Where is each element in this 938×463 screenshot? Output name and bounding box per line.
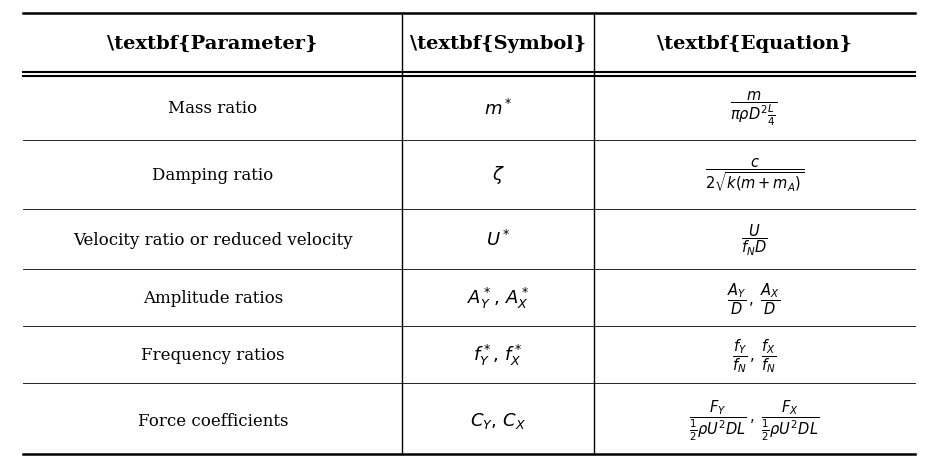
- Text: \textbf{Equation}: \textbf{Equation}: [657, 35, 852, 53]
- Text: Damping ratio: Damping ratio: [152, 166, 274, 183]
- Text: $\dfrac{F_Y}{\frac{1}{2}\rho U^2 DL}\,,\ \dfrac{F_X}{\frac{1}{2}\rho U^2 DL}$: $\dfrac{F_Y}{\frac{1}{2}\rho U^2 DL}\,,\…: [689, 398, 819, 443]
- Text: $C_Y,\, C_X$: $C_Y,\, C_X$: [470, 410, 526, 430]
- Text: $f_Y^*,\, f_X^*$: $f_Y^*,\, f_X^*$: [473, 343, 522, 368]
- Text: $\dfrac{f_Y}{f_N}\,,\ \dfrac{f_X}{f_N}$: $\dfrac{f_Y}{f_N}\,,\ \dfrac{f_X}{f_N}$: [732, 336, 777, 374]
- Text: $m^*$: $m^*$: [484, 99, 512, 119]
- Text: Frequency ratios: Frequency ratios: [141, 347, 284, 363]
- Text: $\dfrac{A_Y}{D}\,,\ \dfrac{A_X}{D}$: $\dfrac{A_Y}{D}\,,\ \dfrac{A_X}{D}$: [728, 281, 780, 316]
- Text: $A_Y^*,\, A_X^*$: $A_Y^*,\, A_X^*$: [467, 286, 529, 311]
- Text: $\zeta$: $\zeta$: [492, 164, 505, 186]
- Text: Velocity ratio or reduced velocity: Velocity ratio or reduced velocity: [73, 231, 353, 248]
- Text: $\dfrac{c}{2\sqrt{k(m+m_A)}}$: $\dfrac{c}{2\sqrt{k(m+m_A)}}$: [704, 156, 804, 194]
- Text: $U^*$: $U^*$: [486, 230, 510, 250]
- Text: Amplitude ratios: Amplitude ratios: [143, 290, 283, 307]
- Text: Force coefficients: Force coefficients: [138, 412, 288, 429]
- Text: \textbf{Symbol}: \textbf{Symbol}: [410, 35, 586, 53]
- Text: \textbf{Parameter}: \textbf{Parameter}: [108, 35, 318, 53]
- Text: $\dfrac{U}{f_N D}$: $\dfrac{U}{f_N D}$: [741, 222, 767, 257]
- Text: $\dfrac{m}{\pi\rho D^2 \frac{L}{4}}$: $\dfrac{m}{\pi\rho D^2 \frac{L}{4}}$: [731, 89, 778, 128]
- Text: Mass ratio: Mass ratio: [168, 100, 257, 117]
